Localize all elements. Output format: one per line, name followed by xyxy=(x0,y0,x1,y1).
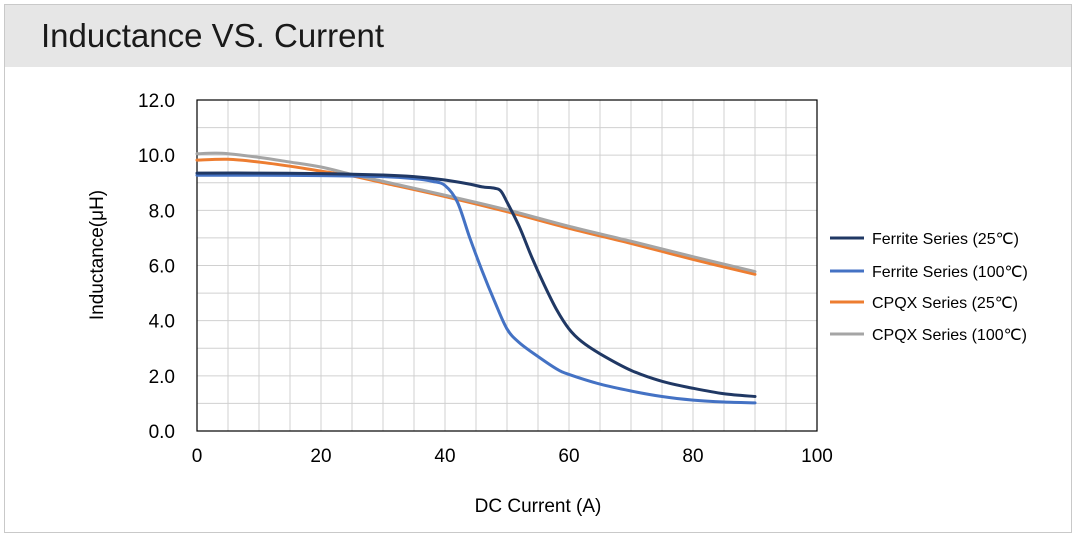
series-line-1 xyxy=(195,171,757,399)
x-tick-label: 60 xyxy=(558,446,579,467)
y-tick-label: 12.0 xyxy=(138,91,175,112)
x-tick-label: 100 xyxy=(801,446,833,467)
y-tick-label: 6.0 xyxy=(149,257,175,278)
legend-label: Ferrite Series (100℃) xyxy=(872,264,1028,281)
x-tick-label: 80 xyxy=(682,446,703,467)
legend-label: CPQX Series (25℃) xyxy=(872,295,1018,312)
chart-frame: Inductance VS. Current xyxy=(4,4,1072,533)
title-bar: Inductance VS. Current xyxy=(5,5,1071,67)
y-tick-label: 2.0 xyxy=(149,367,175,388)
y-axis-label: Inductance(μH) xyxy=(87,190,108,320)
x-axis-label: DC Current (A) xyxy=(475,496,602,517)
legend-label: CPQX Series (100℃) xyxy=(872,327,1027,344)
series-lines xyxy=(195,151,757,405)
series-line-4 xyxy=(195,151,757,274)
x-tick-label: 0 xyxy=(192,446,203,467)
series-line-2 xyxy=(195,173,757,405)
grid xyxy=(197,100,817,431)
y-tick-label: 8.0 xyxy=(149,201,175,222)
legend-label: Ferrite Series (25℃) xyxy=(872,231,1019,248)
y-tick-label: 4.0 xyxy=(149,312,175,333)
legend: Ferrite Series (25℃) Ferrite Series (100℃… xyxy=(830,231,1028,344)
x-tick-label: 40 xyxy=(434,446,455,467)
chart-title: Inductance VS. Current xyxy=(41,17,385,54)
tick-labels: 0 20 40 60 80 100 0.0 2.0 4.0 6.0 8.0 10.0 12.0 xyxy=(138,91,833,467)
plot-border xyxy=(196,99,818,432)
y-tick-label: 10.0 xyxy=(138,146,175,167)
y-tick-label: 0.0 xyxy=(149,422,175,443)
x-tick-label: 20 xyxy=(310,446,331,467)
